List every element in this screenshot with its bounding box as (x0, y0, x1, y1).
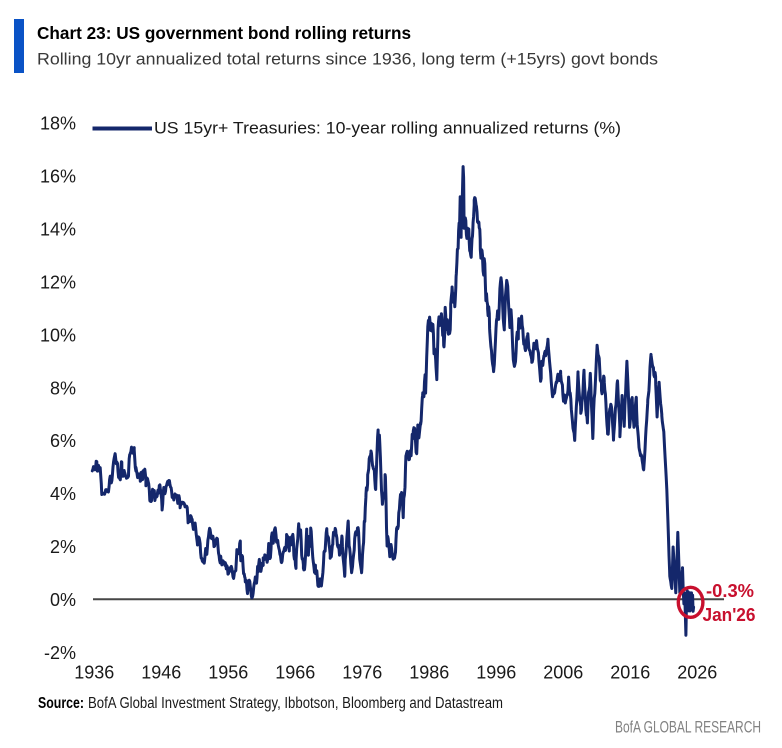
svg-text:2026: 2026 (677, 662, 717, 682)
svg-text:6%: 6% (50, 431, 76, 451)
svg-text:-2%: -2% (44, 643, 76, 663)
svg-text:0%: 0% (50, 590, 76, 610)
svg-text:18%: 18% (40, 114, 76, 134)
svg-text:1966: 1966 (275, 662, 315, 682)
svg-text:Source:: Source: (38, 695, 84, 712)
svg-text:4%: 4% (50, 484, 76, 504)
svg-text:1956: 1956 (208, 662, 248, 682)
svg-text:2%: 2% (50, 537, 76, 557)
svg-text:12%: 12% (40, 273, 76, 293)
svg-text:1946: 1946 (141, 662, 181, 682)
svg-text:-0.3%: -0.3% (706, 581, 754, 601)
svg-text:1986: 1986 (409, 662, 449, 682)
svg-text:2006: 2006 (543, 662, 583, 682)
svg-text:1996: 1996 (476, 662, 516, 682)
svg-text:Jan'26: Jan'26 (703, 605, 756, 625)
svg-text:14%: 14% (40, 220, 76, 240)
svg-text:Chart 23: US government bond r: Chart 23: US government bond rolling ret… (37, 23, 411, 43)
svg-text:Rolling 10yr annualized total: Rolling 10yr annualized total returns si… (37, 49, 658, 68)
svg-text:1936: 1936 (74, 662, 114, 682)
svg-text:BofA GLOBAL RESEARCH: BofA GLOBAL RESEARCH (615, 719, 761, 737)
svg-text:BofA Global Investment Strateg: BofA Global Investment Strategy, Ibbotso… (88, 695, 503, 712)
svg-text:8%: 8% (50, 378, 76, 398)
svg-text:US 15yr+ Treasuries: 10-year r: US 15yr+ Treasuries: 10-year rolling ann… (154, 119, 621, 138)
svg-text:2016: 2016 (610, 662, 650, 682)
svg-text:16%: 16% (40, 167, 76, 187)
svg-text:10%: 10% (40, 325, 76, 345)
svg-text:1976: 1976 (342, 662, 382, 682)
